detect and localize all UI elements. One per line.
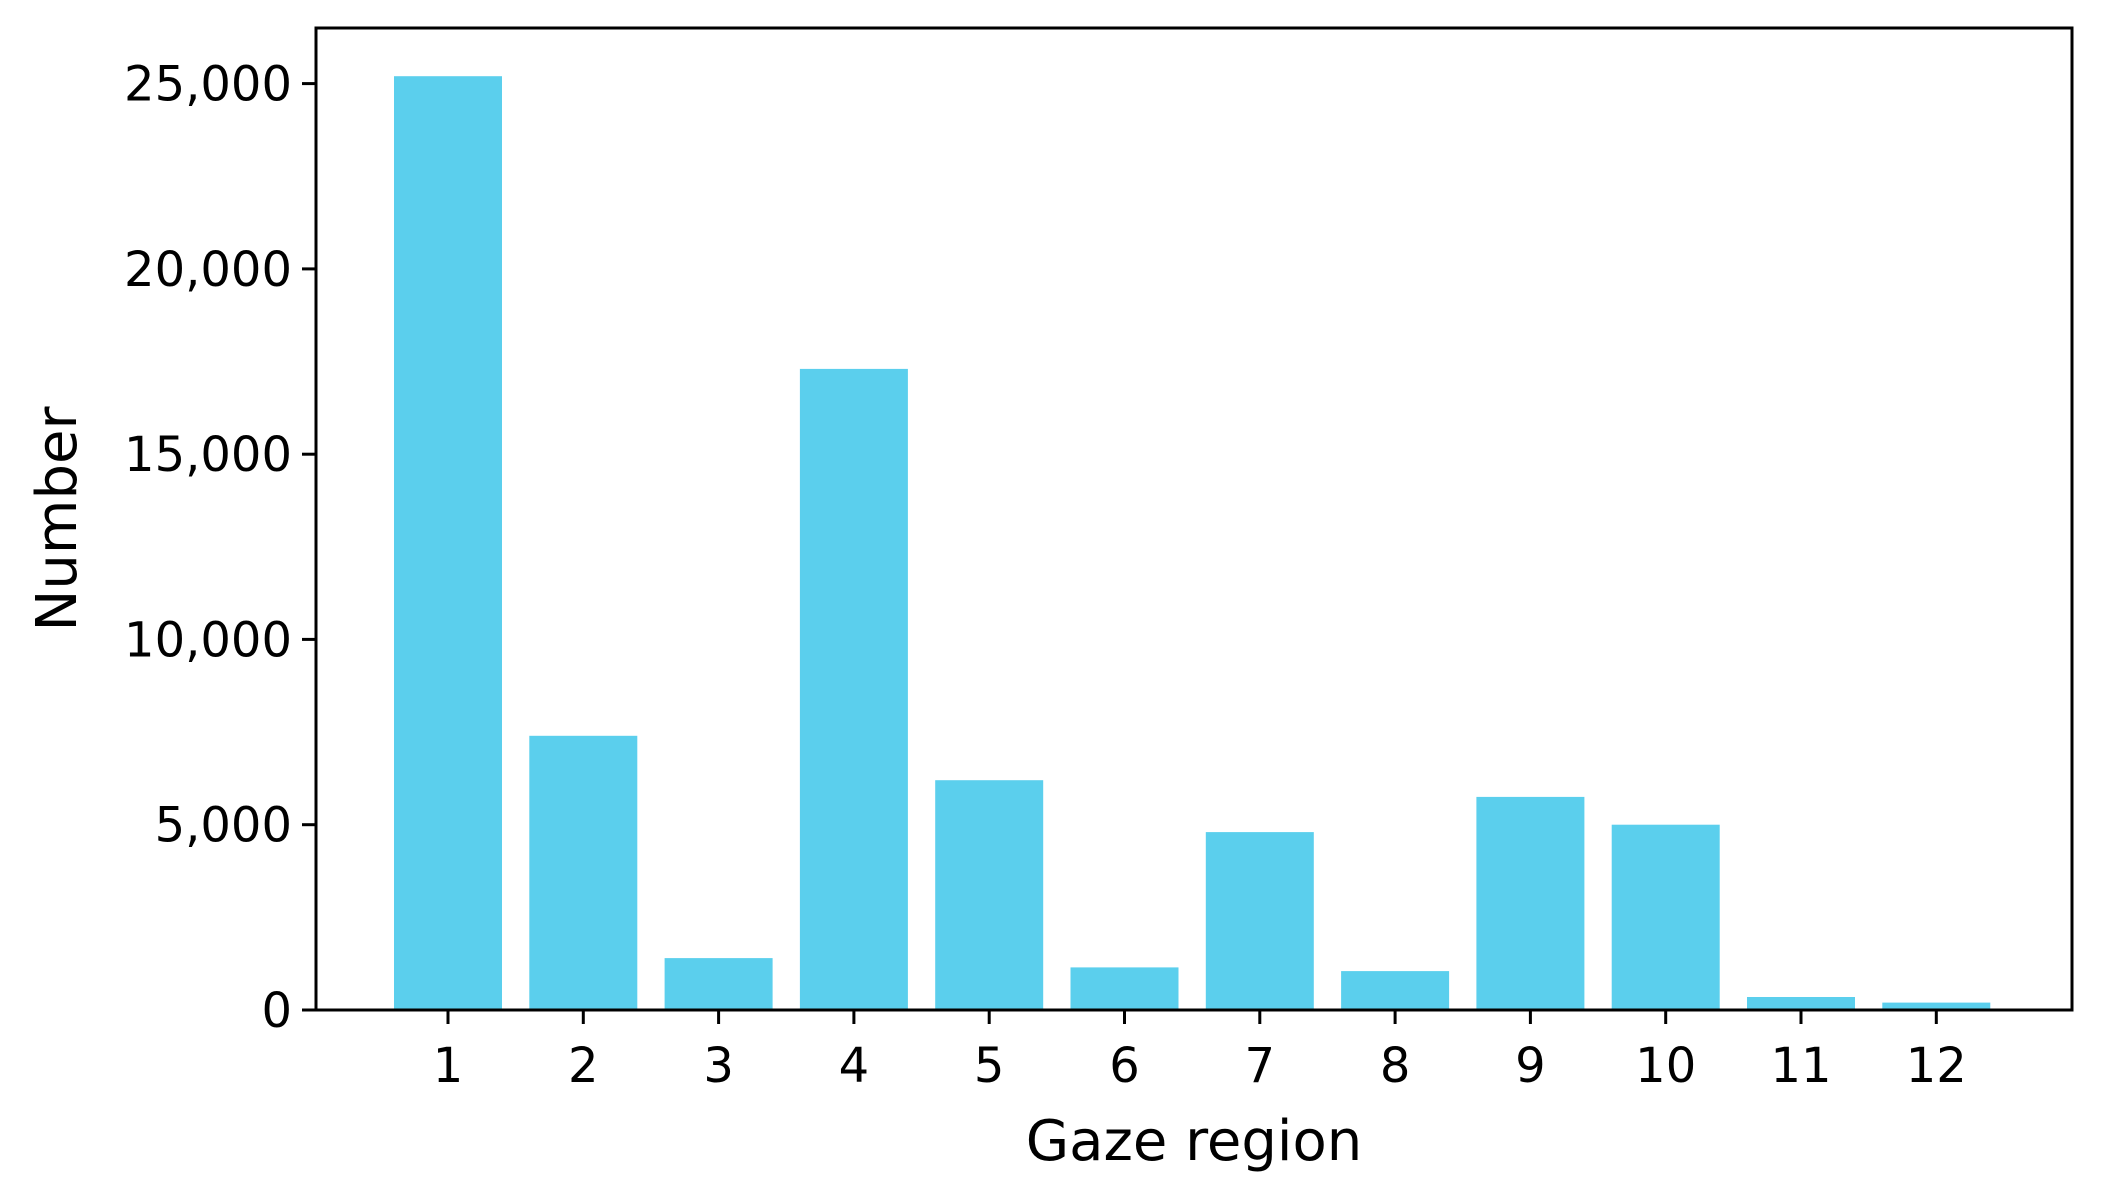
bar-region-3	[664, 958, 773, 1010]
bar-region-2	[529, 735, 638, 1010]
bar-region-8	[1341, 971, 1450, 1010]
bar-region-4	[799, 368, 908, 1010]
x-tick-label: 7	[1245, 1038, 1276, 1094]
bar-region-7	[1205, 832, 1314, 1010]
y-axis-label: Number	[25, 406, 90, 632]
bar-region-10	[1611, 824, 1720, 1010]
y-tick-label: 5,000	[155, 798, 292, 854]
bar-region-1	[394, 76, 502, 1010]
x-axis-label: Gaze region	[1026, 1109, 1362, 1174]
y-tick-label: 25,000	[124, 57, 292, 113]
bar-region-5	[935, 780, 1044, 1010]
x-tick-label: 9	[1515, 1038, 1546, 1094]
x-tick-label: 5	[974, 1038, 1005, 1094]
x-tick-label: 12	[1906, 1038, 1967, 1094]
y-tick-label: 15,000	[124, 427, 292, 483]
bar-region-9	[1476, 796, 1585, 1010]
y-axis-ticks: 0 5,000 10,000 15,000 20,000 25,000	[124, 57, 316, 1039]
y-tick-label: 20,000	[124, 242, 292, 298]
x-tick-label: 2	[568, 1038, 599, 1094]
bar-region-11	[1747, 997, 1855, 1010]
plot-frame	[314, 26, 2074, 1012]
x-axis-ticks: 1 2 3 4 5 6 7 8 9 10 11 12	[433, 1010, 1967, 1094]
bar-region-6	[1070, 967, 1179, 1010]
y-tick-label: 0	[261, 983, 292, 1039]
x-tick-label: 1	[433, 1038, 464, 1094]
bar-region-12	[1882, 1002, 1991, 1010]
x-tick-label: 10	[1635, 1038, 1696, 1094]
y-tick-label: 10,000	[124, 612, 292, 668]
x-tick-label: 11	[1770, 1038, 1831, 1094]
x-tick-label: 3	[703, 1038, 734, 1094]
x-tick-label: 8	[1380, 1038, 1411, 1094]
x-tick-label: 6	[1109, 1038, 1140, 1094]
x-tick-label: 4	[839, 1038, 870, 1094]
bars-layer	[394, 76, 1991, 1010]
